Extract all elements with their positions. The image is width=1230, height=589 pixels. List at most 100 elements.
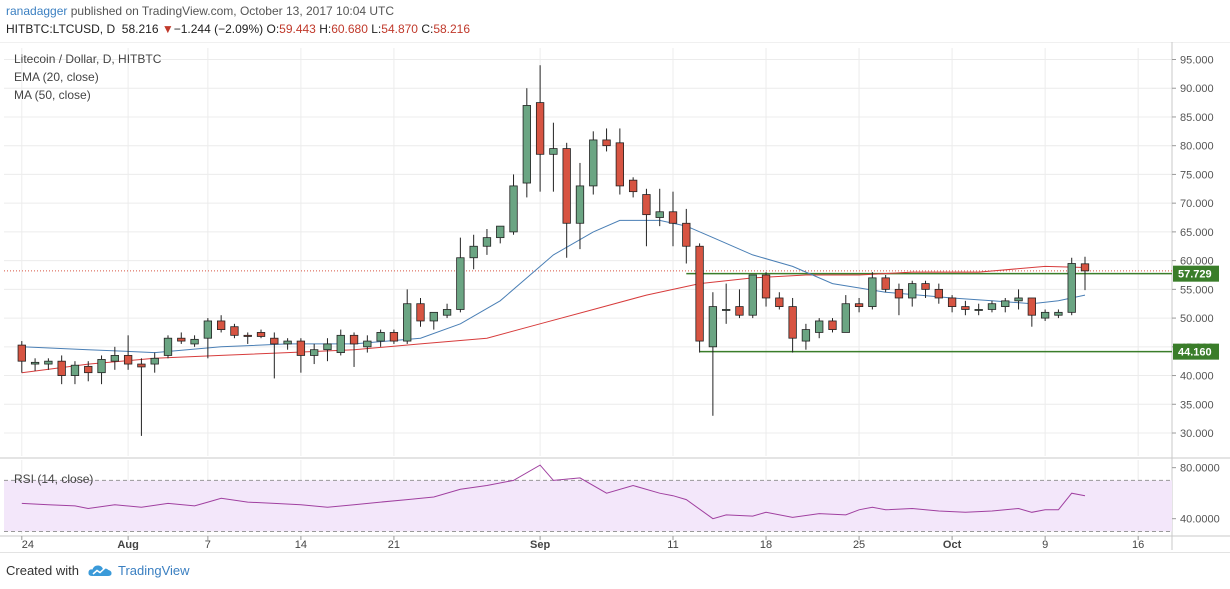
chart-svg[interactable]: 95.000 90.000 85.000 80.000 75.000 70.000 65.0… [0,42,1230,550]
candle-down [668,211,678,224]
candle-down [775,297,784,307]
published-text: published on TradingView.com, October 13… [70,4,395,18]
candle-down [1080,263,1090,272]
change-arrow: ▼ [161,22,174,36]
candle-up [522,105,531,184]
candle-up [376,332,385,342]
symbol-label: HITBTC:LTCUSD, D [6,22,116,36]
last-price: 58.216 [121,22,159,36]
time-tick-label: 24 [22,539,34,550]
candle-down [389,332,399,342]
created-with-text: Created with [6,563,79,578]
candle-up [30,361,40,365]
candle-down [123,355,133,365]
time-tick-label: 14 [295,539,307,550]
candle-down [84,365,93,374]
candle-up [323,343,332,351]
candle-down [177,337,186,342]
candle-down [828,320,837,330]
high-label: H: [319,22,332,36]
ma-legend: MA (50, close) [14,88,91,102]
candle-up [908,283,917,299]
tradingview-link[interactable]: TradingView [118,563,190,578]
candle-down [243,334,252,337]
candle-down [961,306,970,310]
candle-down [216,320,226,330]
price-tick-label: 55.000 [1180,284,1214,296]
candle-down [642,194,651,216]
tradingview-cloud-icon [88,565,112,576]
high-value: 60.680 [331,22,368,36]
time-tick-label: Aug [117,539,138,550]
candle-down [296,340,306,356]
candle-up [44,360,53,365]
candle-up [1067,263,1076,313]
time-tick-label: 21 [388,539,400,550]
rsi-tick-label: 40.0000 [1180,514,1220,526]
candle-up [509,185,518,233]
candle-down [562,148,571,224]
candle-down [57,360,66,376]
candle-down [788,306,797,339]
price-tick-label: 30.000 [1180,428,1214,440]
candle-up [190,338,199,345]
candle-down [256,332,266,337]
candle-up [549,148,558,155]
time-tick-label: 11 [667,539,678,550]
candle-up [801,329,811,342]
candle-down [602,139,611,147]
support-label: 57.729 [1178,269,1212,281]
candle-down [615,142,624,187]
price-change: −1.244 (−2.09%) [173,22,264,36]
candle-down [894,288,904,299]
candle-up [456,257,465,310]
price-tick-label: 80.000 [1180,141,1214,153]
candle-up [575,185,585,224]
candle-up [1040,311,1050,319]
time-tick-label: Sep [530,539,550,550]
footer: Created with TradingView [0,552,1230,589]
candle-down [934,288,943,299]
candle-down [1027,297,1036,316]
price-tick-label: 85.000 [1180,112,1214,124]
time-tick-label: 9 [1042,539,1048,550]
candle-up [708,306,718,348]
candle-up [442,309,452,316]
candle-up [469,245,478,259]
candle-up [974,309,983,311]
rsi-band [4,480,1172,532]
candle-down [695,245,704,342]
candle-up [815,320,824,333]
time-tick-label: Oct [943,539,962,550]
open-label: O: [266,22,280,36]
price-tick-label: 70.000 [1180,198,1214,210]
candle-up [1054,311,1063,316]
candle-up [403,303,412,342]
candle-up [163,337,173,356]
price-tick-label: 90.000 [1180,83,1214,95]
close-value: 58.216 [433,22,471,36]
price-tick-label: 35.000 [1180,399,1214,411]
candle-up [748,274,757,316]
candle-down [761,274,771,299]
author-link[interactable]: ranadagger [6,4,68,18]
open-value: 59.443 [279,22,316,36]
price-tick-label: 50.000 [1180,313,1214,325]
candle-down [535,102,545,155]
candle-down [735,306,744,316]
low-value: 54.870 [381,22,418,36]
candle-down [881,277,890,290]
candle-up [589,139,598,187]
chart-title: Litecoin / Dollar, D, HITBTC [14,52,162,66]
time-tick-label: 7 [205,539,211,550]
support-label: 44.160 [1178,347,1212,359]
price-tick-label: 75.000 [1180,169,1214,181]
candle-down [947,297,957,307]
candle-down [416,303,425,322]
ema-legend: EMA (20, close) [14,70,99,84]
candle-down [270,337,279,345]
rsi-legend: RSI (14, close) [14,472,94,486]
price-tick-label: 95.000 [1180,54,1214,66]
rsi-line [21,464,1086,520]
chart-area[interactable]: 95.000 90.000 85.000 80.000 75.000 70.000 65.0… [0,42,1230,550]
